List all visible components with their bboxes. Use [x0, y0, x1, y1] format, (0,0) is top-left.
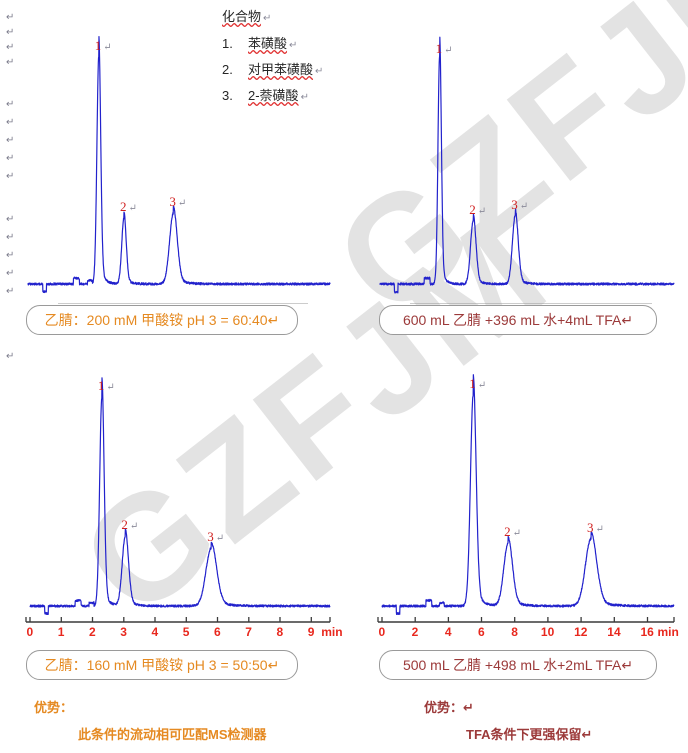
advantage-title-left: 优势： [34, 700, 74, 715]
legend-list: 1. 苯磺酸 ↵ 2. 对甲苯磺酸 ↵ 3. 2-萘磺酸 ↵ [222, 33, 323, 104]
paragraph-mark: ↵ [6, 153, 15, 164]
advantage-title-right: 优势：↵ [424, 700, 474, 715]
x-axis-tick-label: 8 [276, 625, 284, 639]
caption-text: 500 mL 乙腈 +498 mL 水+2mL TFA↵ [402, 657, 634, 673]
peak-label-2: 2 ↵ [119, 199, 137, 215]
caption-text: 乙腈：200 mM 甲酸铵 pH 3 = 60:40↵ [44, 312, 280, 328]
paragraph-mark: ↵ [6, 232, 15, 243]
peak-label-3: 3 ↵ [207, 529, 225, 544]
x-axis-tick-label: 9 [307, 625, 315, 639]
legend-item-number: 2. [222, 62, 233, 77]
chromatogram-top-right: 1 ↵ 2 ↵ 3 ↵ [370, 22, 680, 304]
chromatogram-top-left: 1 ↵ 2 ↵ 3 ↵ [18, 22, 336, 304]
peak-label-2: 2 ↵ [504, 524, 521, 540]
legend-item-label: 对甲苯磺酸 [248, 62, 314, 77]
caption-box-bottom-right: 500 mL 乙腈 +498 mL 水+2mL TFA↵ [379, 650, 657, 680]
x-axis-tick-label: 0 [378, 625, 386, 639]
legend-title: 化合物 ↵ [222, 9, 272, 24]
paragraph-mark: ↵ [6, 250, 15, 261]
list-item: 1. 苯磺酸 ↵ [222, 36, 298, 51]
x-axis-tick-label: 10 [540, 625, 555, 639]
paragraph-mark: ↵ [6, 117, 15, 128]
legend-item-number: 3. [222, 88, 233, 103]
x-axis-tick-label: 6 [214, 625, 221, 639]
caption-box-bottom-left: 乙腈：160 mM 甲酸铵 pH 3 = 50:50↵ [26, 650, 298, 680]
legend-item-number: 1. [222, 36, 233, 51]
x-axis-tick-label: 2 [89, 625, 96, 639]
compound-legend: 化合物 ↵ 1. 苯磺酸 ↵ 2. 对甲苯磺酸 ↵ 3. 2-萘磺酸 ↵ [222, 6, 323, 104]
peak-label-1: 1 ↵ [435, 40, 453, 56]
peak-label-1: 1 ↵ [97, 378, 115, 394]
x-axis-tick-label: 4 [151, 625, 159, 639]
paragraph-mark: ↵ [6, 27, 15, 38]
legend-item-label: 2-萘磺酸 [248, 88, 299, 103]
chromatogram-bottom-left: 1 ↵ 2 ↵ 3 ↵ 0 1 2 3 4 5 6 7 8 9 min [18, 356, 343, 639]
legend-item-label: 苯磺酸 [248, 36, 288, 51]
peak-label-3: 3 ↵ [169, 194, 187, 210]
paragraph-mark: ↵ [6, 214, 15, 225]
peak-label-3: 3 ↵ [587, 519, 604, 535]
x-axis-unit-label: min [657, 625, 679, 639]
paragraph-mark: ↵ [6, 99, 15, 110]
caption-text: 600 mL 乙腈 +396 mL 水+4mL TFA↵ [402, 312, 634, 328]
x-axis-tick-label: 0 [26, 625, 34, 639]
paragraph-mark: ↵ [6, 286, 15, 297]
x-axis-tick-label: 1 [57, 625, 65, 639]
x-axis-tick-label: 3 [120, 625, 127, 639]
caption-box-top-left: 乙腈：200 mM 甲酸铵 pH 3 = 60:40↵ [26, 305, 298, 335]
paragraph-mark: ↵ [6, 57, 15, 68]
x-axis-tick-label: 2 [411, 625, 419, 639]
list-item: 2. 对甲苯磺酸 ↵ [222, 62, 324, 77]
paragraph-mark: ↵ [6, 171, 15, 182]
advantage-body-right: TFA条件下更强保留↵ [466, 727, 593, 742]
peak-label-1: 1 ↵ [94, 38, 112, 54]
peak-label-2: 2 ↵ [469, 201, 487, 217]
paragraph-mark: ↵ [6, 42, 15, 53]
paragraph-mark: ↵ [6, 135, 15, 146]
paragraph-mark: ↵ [6, 268, 15, 279]
x-axis-tick-label: 7 [245, 625, 252, 639]
x-axis-tick-label: 14 [607, 625, 621, 639]
caption-box-top-right: 600 mL 乙腈 +396 mL 水+4mL TFA↵ [379, 305, 657, 335]
x-axis-unit-label: min [321, 625, 343, 639]
list-item: 3. 2-萘磺酸 ↵ [222, 88, 309, 103]
x-axis-tick-label: 6 [478, 625, 485, 639]
advantage-body-left: 此条件的流动相可匹配MS检测器 [78, 727, 267, 742]
paragraph-mark: ↵ [6, 12, 15, 23]
x-axis-tick-label: 5 [182, 625, 190, 639]
peak-label-3: 3 ↵ [511, 196, 529, 212]
peak-label-1: 1 ↵ [469, 375, 487, 391]
x-axis-tick-label: 4 [444, 625, 452, 639]
chromatogram-bottom-right: 1 ↵ 2 ↵ 3 ↵ 0 2 4 6 8 10 12 14 16 min [370, 356, 680, 639]
caption-text: 乙腈：160 mM 甲酸铵 pH 3 = 50:50↵ [44, 657, 280, 673]
x-axis-tick-label: 8 [511, 625, 518, 639]
x-axis-tick-label: 16 [640, 625, 654, 639]
x-axis-tick-label: 12 [574, 625, 588, 639]
peak-label-2: 2 ↵ [121, 517, 139, 533]
paragraph-mark: ↵ [6, 351, 15, 362]
